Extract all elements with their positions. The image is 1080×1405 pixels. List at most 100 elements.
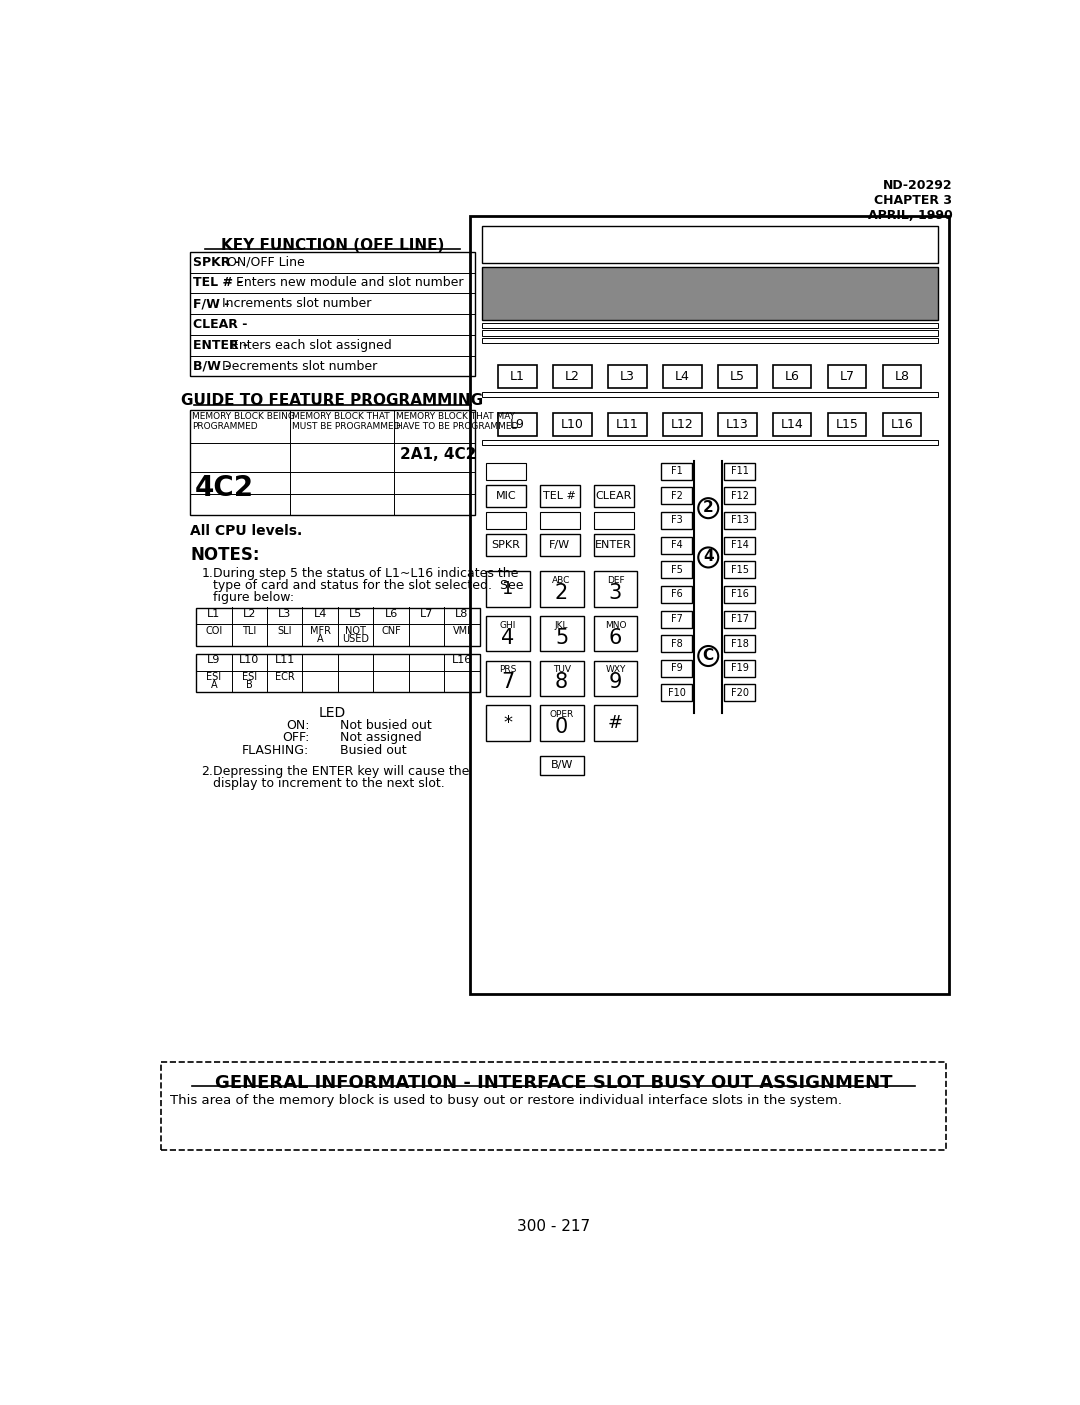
Text: L14: L14 bbox=[781, 417, 804, 431]
Bar bbox=[197, 607, 480, 646]
Text: 2A1, 4C2: 2A1, 4C2 bbox=[401, 447, 476, 462]
Text: *: * bbox=[503, 714, 512, 732]
Text: Increments slot number: Increments slot number bbox=[221, 298, 372, 311]
Bar bbox=[594, 660, 637, 695]
Bar bbox=[725, 611, 755, 628]
Text: L5: L5 bbox=[730, 370, 745, 384]
Bar bbox=[540, 511, 580, 528]
Bar bbox=[828, 365, 866, 388]
Bar bbox=[828, 413, 866, 436]
Bar bbox=[661, 611, 692, 628]
Text: L8: L8 bbox=[894, 370, 909, 384]
Text: ABC: ABC bbox=[552, 576, 570, 584]
Text: F11: F11 bbox=[731, 466, 748, 476]
Text: KEY FUNCTION (OFF LINE): KEY FUNCTION (OFF LINE) bbox=[220, 237, 444, 253]
Text: During step 5 the status of L1~L16 indicates the: During step 5 the status of L1~L16 indic… bbox=[213, 568, 518, 580]
Bar bbox=[540, 572, 583, 607]
Bar bbox=[486, 511, 526, 528]
Text: figure below:: figure below: bbox=[213, 590, 294, 604]
Text: L6: L6 bbox=[785, 370, 799, 384]
Text: TEL #: TEL # bbox=[543, 490, 576, 500]
Text: 8: 8 bbox=[555, 672, 568, 693]
Text: L5: L5 bbox=[349, 608, 362, 620]
Text: MEMORY BLOCK BEING
PROGRAMMED: MEMORY BLOCK BEING PROGRAMMED bbox=[192, 412, 295, 431]
Bar bbox=[608, 365, 647, 388]
Text: TLI: TLI bbox=[242, 627, 256, 636]
Text: B/W: B/W bbox=[551, 760, 572, 770]
Bar bbox=[718, 365, 756, 388]
Text: NOT: NOT bbox=[346, 627, 366, 636]
Text: C: C bbox=[703, 648, 714, 663]
Text: 4C2: 4C2 bbox=[194, 475, 254, 503]
Text: APRIL, 1990: APRIL, 1990 bbox=[867, 209, 953, 222]
Text: SPKR: SPKR bbox=[491, 540, 521, 551]
Text: SPKR -: SPKR - bbox=[193, 256, 244, 268]
Text: F8: F8 bbox=[671, 639, 683, 649]
Text: This area of the memory block is used to busy out or restore individual interfac: This area of the memory block is used to… bbox=[170, 1094, 842, 1107]
Bar bbox=[540, 705, 583, 740]
Bar bbox=[661, 586, 692, 603]
Bar bbox=[486, 660, 529, 695]
Bar bbox=[540, 485, 580, 507]
Text: Not busied out: Not busied out bbox=[340, 719, 432, 732]
Bar bbox=[882, 365, 921, 388]
Bar bbox=[725, 684, 755, 701]
Text: GENERAL INFORMATION - INTERFACE SLOT BUSY OUT ASSIGNMENT: GENERAL INFORMATION - INTERFACE SLOT BUS… bbox=[215, 1073, 892, 1092]
Bar bbox=[594, 511, 634, 528]
Text: F9: F9 bbox=[671, 663, 683, 673]
Text: ON:: ON: bbox=[286, 719, 309, 732]
Text: ND-20292: ND-20292 bbox=[882, 178, 953, 191]
Bar bbox=[725, 462, 755, 479]
Text: F4: F4 bbox=[671, 540, 683, 551]
Text: B/W -: B/W - bbox=[193, 360, 234, 372]
Text: FLASHING:: FLASHING: bbox=[242, 743, 309, 757]
Text: A: A bbox=[316, 634, 324, 643]
Text: TEL # -: TEL # - bbox=[193, 277, 252, 289]
Text: F1: F1 bbox=[671, 466, 683, 476]
Text: L13: L13 bbox=[726, 417, 748, 431]
Text: L1: L1 bbox=[207, 608, 220, 620]
Text: F13: F13 bbox=[731, 516, 748, 525]
Bar bbox=[486, 462, 526, 479]
Text: L7: L7 bbox=[839, 370, 854, 384]
Bar bbox=[486, 705, 529, 740]
Bar bbox=[190, 410, 475, 516]
Text: ESI: ESI bbox=[206, 672, 221, 683]
Bar bbox=[661, 488, 692, 504]
Text: 1.: 1. bbox=[202, 568, 214, 580]
Text: CLEAR -: CLEAR - bbox=[193, 318, 247, 332]
Bar bbox=[725, 562, 755, 579]
Bar bbox=[471, 216, 949, 995]
Text: F20: F20 bbox=[731, 688, 748, 698]
Text: 2: 2 bbox=[703, 500, 714, 514]
Bar bbox=[594, 572, 637, 607]
Text: Depressing the ENTER key will cause the: Depressing the ENTER key will cause the bbox=[213, 766, 470, 778]
Text: CNF: CNF bbox=[381, 627, 401, 636]
Text: F5: F5 bbox=[671, 565, 683, 575]
Bar bbox=[498, 413, 537, 436]
Bar bbox=[482, 323, 937, 327]
Text: F18: F18 bbox=[731, 639, 748, 649]
Text: MEMORY BLOCK THAT
MUST BE PROGRAMMED: MEMORY BLOCK THAT MUST BE PROGRAMMED bbox=[293, 412, 401, 431]
Text: GUIDE TO FEATURE PROGRAMMING: GUIDE TO FEATURE PROGRAMMING bbox=[181, 393, 484, 409]
Bar bbox=[773, 365, 811, 388]
Bar bbox=[725, 660, 755, 677]
Text: SLI: SLI bbox=[278, 627, 292, 636]
Text: Busied out: Busied out bbox=[340, 743, 407, 757]
Bar bbox=[482, 226, 937, 263]
Text: PRS: PRS bbox=[499, 665, 516, 674]
Text: ENTER: ENTER bbox=[595, 540, 632, 551]
Text: L2: L2 bbox=[565, 370, 580, 384]
Text: 300 - 217: 300 - 217 bbox=[517, 1218, 590, 1234]
Text: 1: 1 bbox=[502, 580, 513, 599]
Text: JKL: JKL bbox=[555, 621, 568, 629]
Text: L9: L9 bbox=[207, 655, 220, 665]
Text: A: A bbox=[211, 680, 217, 690]
Text: F7: F7 bbox=[671, 614, 683, 624]
Bar bbox=[540, 756, 583, 774]
Text: L15: L15 bbox=[836, 417, 859, 431]
Bar bbox=[725, 511, 755, 528]
Text: L10: L10 bbox=[561, 417, 584, 431]
Text: Enters new module and slot number: Enters new module and slot number bbox=[237, 277, 463, 289]
Bar bbox=[498, 365, 537, 388]
